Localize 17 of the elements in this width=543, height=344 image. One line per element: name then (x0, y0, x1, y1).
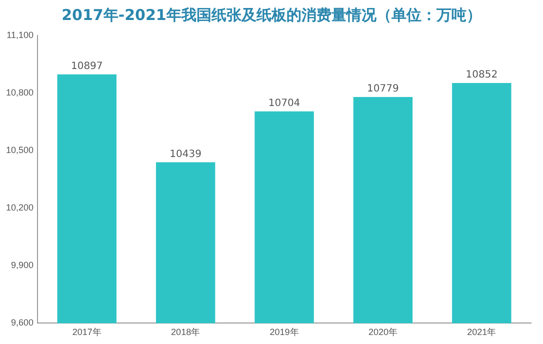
x-tick-label: 2020年 (368, 327, 398, 338)
y-tick-label: 10,500 (6, 145, 34, 156)
data-label: 10897 (70, 60, 103, 72)
x-tick-label: 2019年 (270, 327, 299, 338)
data-label: 10704 (268, 98, 300, 109)
data-label: 10439 (170, 148, 202, 160)
data-label: 10852 (466, 70, 498, 81)
chart-title: 2017年-2021年我国纸张及纸板的消费量情况（单位：万吨） (60, 6, 482, 25)
x-tick-label: 2018年 (171, 327, 200, 338)
y-tick-label: 9,900 (10, 260, 34, 270)
y-tick-label: 10,800 (6, 87, 34, 98)
y-tick-label: 10,200 (6, 202, 34, 213)
x-tick-label: 2021年 (467, 327, 496, 338)
y-tick-label: 9,600 (10, 318, 34, 328)
data-label: 10779 (367, 84, 399, 95)
y-tick-label: 11,100 (6, 30, 34, 40)
x-tick-label: 2017年 (72, 327, 102, 338)
